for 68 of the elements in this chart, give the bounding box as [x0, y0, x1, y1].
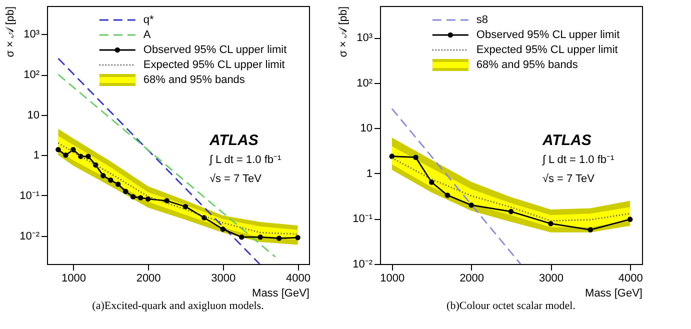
y-tick-label: 1: [33, 150, 40, 162]
y-tick-label: 10⁻²: [352, 258, 373, 270]
x-tick-label: 2000: [460, 272, 484, 284]
point: [86, 154, 91, 160]
point: [63, 152, 68, 158]
point: [389, 154, 395, 159]
y-tick-label: 1: [366, 168, 372, 180]
y-tick-label: 10⁻²: [20, 230, 40, 242]
annotation: ∫ L dt = 1.0 fb⁻¹: [208, 154, 282, 166]
y-tick-label: 10: [27, 109, 40, 122]
y-tick-label: 10³: [24, 28, 40, 41]
legend-label: s8: [476, 14, 488, 26]
x-tick-label: 4000: [286, 272, 311, 284]
y-axis-title: σ × 𝒜 [pb]: [4, 6, 17, 58]
point: [444, 192, 450, 198]
x-axis-title: Mass [GeV]: [585, 288, 642, 300]
annotation: ∫ L dt = 1.0 fb⁻¹: [541, 154, 615, 166]
legend-label: Observed 95% CL upper limit: [476, 29, 620, 41]
x-tick-label: 2000: [136, 272, 161, 284]
y-tick-label: 10²: [24, 69, 40, 82]
annotation: ATLAS: [541, 132, 592, 150]
point: [182, 204, 188, 210]
point: [428, 180, 434, 185]
legend-label: 68% and 95% bands: [476, 59, 578, 71]
point: [238, 234, 244, 240]
point: [115, 182, 121, 187]
point: [508, 208, 514, 214]
point: [70, 147, 76, 152]
point: [588, 227, 594, 232]
point: [100, 173, 106, 178]
x-tick-label: 3000: [538, 272, 564, 284]
point: [468, 202, 474, 208]
legend-label: q*: [143, 14, 155, 26]
annotation: √s = 7 TeV: [209, 173, 262, 186]
point: [138, 195, 144, 200]
point: [413, 154, 418, 160]
y-tick-label: 10³: [356, 32, 373, 44]
legend-label: Observed 95% CL upper limit: [143, 44, 287, 56]
point: [220, 226, 226, 232]
x-tick-label: 3000: [211, 272, 236, 284]
point: [627, 216, 633, 222]
legend-label: 68% and 95% bands: [143, 74, 246, 86]
point: [130, 194, 136, 200]
legend-label: Expected 95% CL upper limit: [143, 59, 285, 71]
point: [122, 188, 128, 194]
y-tick-label: 10⁻¹: [352, 213, 373, 226]
y-tick-label: 10⁻¹: [20, 190, 40, 202]
text: (b)Colour octet scalar model.: [446, 300, 576, 312]
point: [548, 220, 554, 226]
y-tick-label: 10: [360, 122, 372, 135]
x-axis-title: Mass [GeV]: [252, 288, 310, 300]
point: [145, 196, 151, 202]
x-tick-label: 4000: [618, 272, 643, 284]
annotation: ATLAS: [208, 132, 258, 150]
legend-label: Expected 95% CL upper limit: [476, 44, 618, 56]
annotation: √s = 7 TeV: [542, 173, 596, 186]
point: [108, 178, 114, 183]
y-axis-title: σ × 𝒜 [pb]: [338, 6, 350, 58]
point: [56, 147, 61, 152]
point: [258, 234, 263, 240]
x-tick-label: 1000: [61, 272, 86, 284]
legend-label: A: [143, 29, 152, 41]
x-tick-label: 1000: [380, 272, 405, 284]
point: [295, 235, 300, 240]
y-tick-label: 10²: [356, 77, 373, 90]
point: [276, 236, 282, 241]
point: [164, 198, 170, 204]
text: (a)Excited-quark and axigluon models.: [92, 300, 264, 312]
